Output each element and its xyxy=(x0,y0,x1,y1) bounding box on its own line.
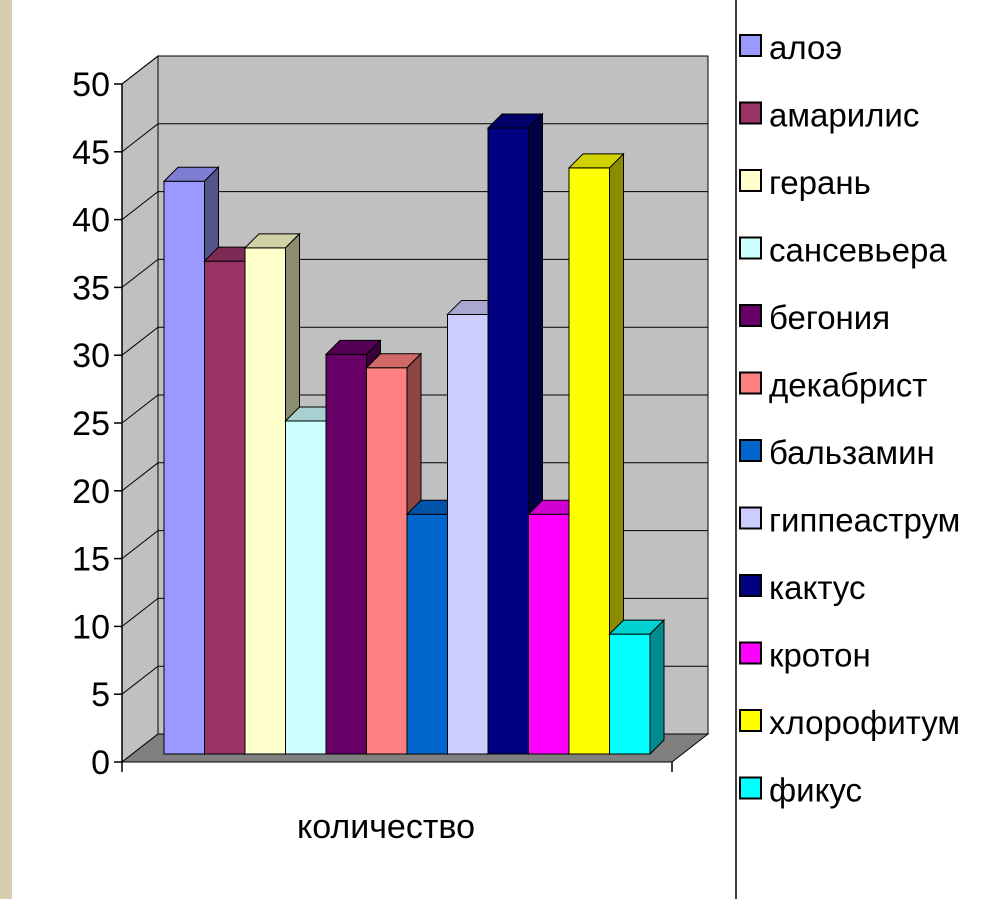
legend-label: амарилис xyxy=(769,97,919,134)
bar-chart: 0 5 10 15 20 25 30 35 40 45 50 количество алоэ амар… xyxy=(72,0,960,899)
legend-item: гиппеаструм xyxy=(739,502,960,539)
bar-front xyxy=(366,367,408,755)
y-tick-label: 35 xyxy=(72,269,110,307)
y-tick-label: 15 xyxy=(72,541,110,579)
legend-swatch xyxy=(739,101,762,125)
legend-item: кактус xyxy=(739,569,865,606)
category-label: количество xyxy=(297,808,475,846)
bar-front xyxy=(325,353,367,755)
bar-front xyxy=(285,420,327,755)
bar-front xyxy=(447,313,489,755)
y-tick-label: 20 xyxy=(72,473,110,511)
legend-label: сансевьера xyxy=(769,232,947,269)
bar xyxy=(486,112,544,756)
legend-label: декабрист xyxy=(769,367,927,404)
legend-item: бегония xyxy=(739,299,890,336)
bar-side xyxy=(649,618,665,756)
legend-item: фикус xyxy=(739,772,862,809)
legend-swatch xyxy=(739,169,762,192)
legend-label: бальзамин xyxy=(769,434,935,471)
y-tick-label: 25 xyxy=(72,405,110,443)
y-tick-label: 40 xyxy=(72,202,110,240)
bar xyxy=(567,152,625,756)
bar-front xyxy=(244,247,286,755)
legend-swatch xyxy=(739,506,762,530)
legend-item: кротон xyxy=(739,637,871,674)
legend-swatch xyxy=(739,34,762,57)
legend-label: фикус xyxy=(769,772,862,809)
y-tick-label: 10 xyxy=(72,608,110,646)
legend-item: герань xyxy=(739,164,871,201)
bars xyxy=(162,112,666,756)
legend-item: алоэ xyxy=(739,29,842,66)
bar-front xyxy=(163,180,205,755)
legend-swatch xyxy=(739,776,762,800)
legend-label: кротон xyxy=(769,637,871,674)
bar-front xyxy=(487,127,529,755)
y-tick-label: 30 xyxy=(72,337,110,375)
legend-item: хлорофитум xyxy=(739,704,960,741)
legend-label: гиппеаструм xyxy=(769,502,960,539)
y-tick-label: 5 xyxy=(91,676,110,714)
y-tick-label: 45 xyxy=(72,134,110,172)
legend-label: хлорофитум xyxy=(769,704,960,741)
category-axis: количество xyxy=(297,808,475,846)
bar xyxy=(608,618,666,756)
legend-label: кактус xyxy=(769,569,865,606)
legend-item: сансевьера xyxy=(739,232,947,269)
legend-swatch xyxy=(739,439,762,462)
bar-front xyxy=(204,260,246,755)
chart-frame: 0 5 10 15 20 25 30 35 40 45 50 количество алоэ амар… xyxy=(12,0,1004,899)
legend-label: бегония xyxy=(769,299,890,336)
gridline xyxy=(121,55,708,85)
legend-swatch xyxy=(739,371,762,395)
legend-label: герань xyxy=(769,164,871,201)
y-tick-label: 50 xyxy=(72,66,110,104)
y-tick-label: 0 xyxy=(91,744,110,782)
legend-swatch xyxy=(739,304,762,327)
legend-item: декабрист xyxy=(739,367,927,404)
bar-front xyxy=(406,513,448,755)
legend-swatch xyxy=(739,574,762,597)
bar-front xyxy=(568,167,610,755)
legend-item: бальзамин xyxy=(739,434,935,471)
value-axis: 0 5 10 15 20 25 30 35 40 45 50 xyxy=(72,66,673,782)
legend-swatch xyxy=(739,641,762,665)
legend: алоэ амарилис герань сансевьера бегония декаб… xyxy=(739,29,960,809)
legend-swatch xyxy=(739,236,762,260)
legend-swatch xyxy=(739,709,762,732)
bar-front xyxy=(609,633,651,755)
legend-label: алоэ xyxy=(769,29,842,66)
legend-item: амарилис xyxy=(739,97,919,134)
bar-front xyxy=(528,513,570,755)
